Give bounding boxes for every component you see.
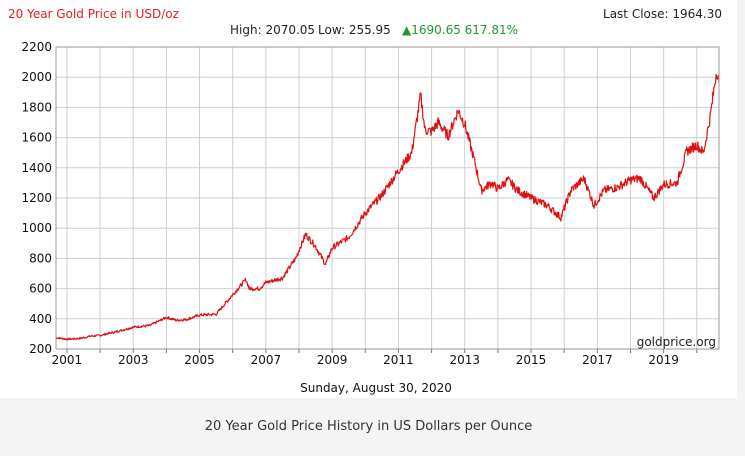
y-tick-label: 2000 [21,70,52,84]
y-tick-label: 400 [29,312,52,326]
y-tick-label: 800 [29,251,52,265]
watermark: goldprice.org [637,335,716,349]
y-tick-label: 2200 [21,40,52,54]
x-tick-label: 2011 [383,353,414,367]
high-label: High: 2070.05 [230,23,315,37]
y-tick-label: 600 [29,282,52,296]
change-label: ▲1690.65 617.81% [402,23,518,37]
x-tick-label: 2007 [251,353,282,367]
plot-frame [55,46,720,350]
y-tick-label: 200 [29,342,52,356]
chart-panel: 20 Year Gold Price in USD/oz Last Close:… [0,0,737,398]
x-tick-marks [66,349,698,353]
y-tick-label: 1400 [21,161,52,175]
x-tick-label: 2017 [582,353,613,367]
x-tick-label: 2019 [648,353,679,367]
series-layer [55,73,720,341]
x-tick-label: 2009 [317,353,348,367]
series-line-0 [55,73,720,341]
y-tick-label: 1600 [21,131,52,145]
date-label: Sunday, August 30, 2020 [300,381,452,395]
y-tick-label: 1800 [21,100,52,114]
x-tick-label: 2003 [118,353,149,367]
low-label: Low: 255.95 [318,23,391,37]
last-close-label: Last Close: 1964.30 [603,7,722,21]
gold-price-chart: 20 Year Gold Price in USD/oz Last Close:… [8,7,722,395]
grid-layer [56,46,719,350]
x-tick-label: 2013 [449,353,480,367]
y-tick-labels: 200 400 600 800 1000 1200 1400 1600 1800 2000 2200 [21,40,52,356]
chart-caption: 20 Year Gold Price History in US Dollars… [204,419,533,434]
x-tick-label: 2005 [184,353,215,367]
y-tick-label: 1000 [21,221,52,235]
y-tick-label: 1200 [21,191,52,205]
chart-title: 20 Year Gold Price in USD/oz [8,7,179,21]
x-tick-label: 2015 [516,353,547,367]
x-tick-labels: 2001 2003 2005 2007 2009 2011 2013 2015 2017 2019 [52,353,679,367]
x-tick-label: 2001 [52,353,83,367]
